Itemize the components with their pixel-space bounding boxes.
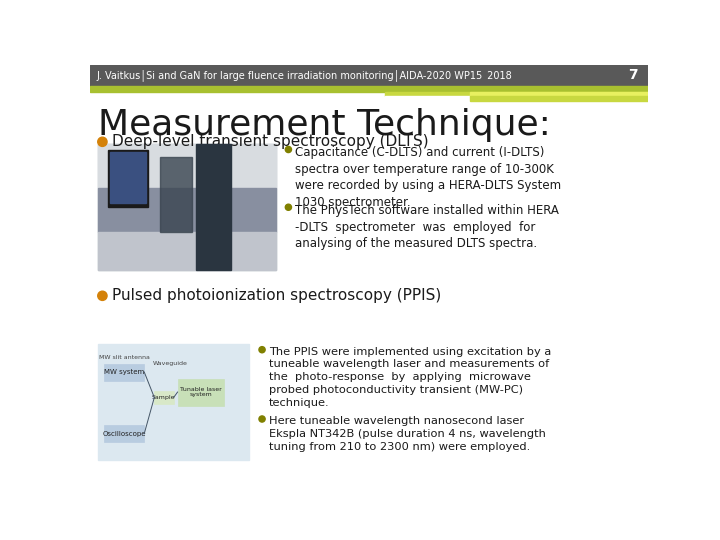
Bar <box>110 152 146 203</box>
Bar <box>154 390 174 404</box>
Bar <box>104 363 144 381</box>
Bar <box>384 92 648 96</box>
Bar <box>98 345 249 460</box>
Text: Here tuneable wavelength nanosecond laser
Ekspla NT342B (pulse duration 4 ns, wa: Here tuneable wavelength nanosecond lase… <box>269 416 546 451</box>
Circle shape <box>285 146 292 153</box>
Bar <box>469 92 648 96</box>
Bar <box>196 144 231 269</box>
Circle shape <box>259 347 265 353</box>
Text: 7: 7 <box>629 68 638 82</box>
Text: MW system: MW system <box>104 369 144 375</box>
Bar <box>90 85 648 92</box>
Text: Oscilloscope: Oscilloscope <box>102 430 146 437</box>
Text: Deep-level transient spectroscopy (DLTS): Deep-level transient spectroscopy (DLTS) <box>112 134 428 149</box>
Bar <box>109 150 148 207</box>
Bar <box>98 232 276 269</box>
Bar <box>104 425 144 442</box>
Circle shape <box>98 137 107 146</box>
Text: The PhysTech software installed within HERA
-DLTS  spectrometer  was  employed  : The PhysTech software installed within H… <box>295 204 559 250</box>
Bar <box>160 157 192 232</box>
Circle shape <box>259 416 265 422</box>
Text: Waveguide: Waveguide <box>153 361 187 366</box>
Text: The PPIS were implemented using excitation by a
tuneable wavelength laser and me: The PPIS were implemented using excitati… <box>269 347 552 408</box>
Text: Sample: Sample <box>152 395 176 400</box>
Text: Measurement Technique:: Measurement Technique: <box>98 108 551 142</box>
Bar <box>90 65 648 85</box>
Text: Capacitance (C-DLTS) and current (I-DLTS)
spectra over temperature range of 10-3: Capacitance (C-DLTS) and current (I-DLTS… <box>295 146 562 209</box>
Text: MW slit antenna: MW slit antenna <box>99 355 150 360</box>
Text: Tunable laser
system: Tunable laser system <box>180 387 222 397</box>
Bar <box>98 144 276 188</box>
Bar <box>98 144 276 269</box>
Text: J. Vaitkus│Si and GaN for large fluence irradiation monitoring│AIDA-2020 WP15 20: J. Vaitkus│Si and GaN for large fluence … <box>96 69 512 81</box>
Bar <box>384 96 648 100</box>
Circle shape <box>285 204 292 210</box>
Circle shape <box>98 291 107 300</box>
Bar <box>469 96 648 101</box>
Bar <box>178 379 224 406</box>
Bar <box>98 188 276 232</box>
Text: Pulsed photoionization spectroscopy (PPIS): Pulsed photoionization spectroscopy (PPI… <box>112 288 441 303</box>
